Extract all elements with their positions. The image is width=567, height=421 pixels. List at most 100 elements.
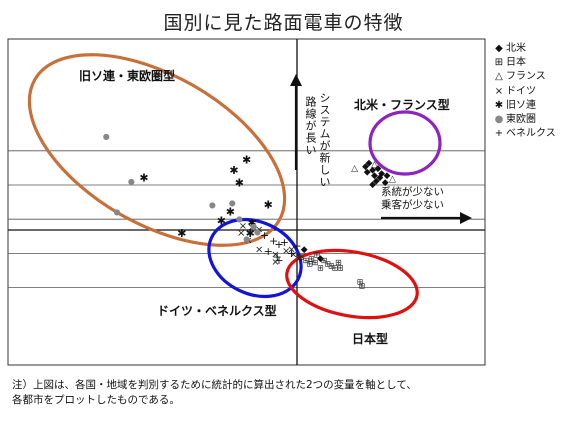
point-旧ソ連-0: ✱ xyxy=(139,171,148,184)
point-日本-0: ⊞ xyxy=(297,253,304,262)
point-旧ソ連-7: ✱ xyxy=(177,227,186,240)
point-東欧圏-7: ● xyxy=(254,227,261,236)
point-日本-12: ⊞ xyxy=(306,260,313,269)
point-北米-0: ◆ xyxy=(362,162,369,172)
ellipse-de-bn xyxy=(207,217,303,299)
point-日本-6: ⊞ xyxy=(324,260,331,269)
vertical-arrow-label-2: システムが新しい xyxy=(318,92,331,188)
point-旧ソ連-2: ✱ xyxy=(229,164,238,177)
ellipse-na-fr xyxy=(368,110,442,176)
point-北米-6: ◆ xyxy=(376,173,383,183)
point-東欧圏-4: ● xyxy=(209,200,216,209)
ellipse-soviet xyxy=(27,53,287,247)
legend-item-fr: △ フランス xyxy=(492,70,556,84)
point-北米-12: ◆ xyxy=(301,245,308,255)
legend-label-fr: フランス xyxy=(506,71,546,83)
direction-arrows xyxy=(290,74,472,224)
point-ドイツ-6: × xyxy=(271,250,279,261)
legend-marker-ee: ● xyxy=(494,113,504,125)
point-北米-5: ◆ xyxy=(375,164,382,174)
group-label-soviet: 旧ソ連・東欧圏型 xyxy=(79,69,176,83)
point-北米-4: ◆ xyxy=(371,171,378,181)
horizontal-arrow-label-2: 乗客が少ない xyxy=(381,199,444,211)
point-ベネルクス-3: + xyxy=(280,236,289,249)
legend-label-de: ドイツ xyxy=(506,85,536,97)
point-旧ソ連-6: ✱ xyxy=(217,215,226,228)
legend-item-bn: + ベネルクス xyxy=(492,127,556,141)
point-ベネルクス-5: + xyxy=(292,240,301,253)
vertical-arrow-label-1: 路線が長い xyxy=(304,96,317,156)
point-旧ソ連-8: ✱ xyxy=(246,227,255,240)
point-ドイツ-4: × xyxy=(244,235,252,246)
point-東欧圏-2: ● xyxy=(114,208,121,217)
point-北米-2: ◆ xyxy=(366,158,373,168)
vertical-arrow-head xyxy=(290,74,302,86)
legend-item-su: ✱ 旧ソ連 xyxy=(492,99,556,113)
legend-label-ee: 東欧圏 xyxy=(506,113,536,125)
point-日本-4: ⊞ xyxy=(317,263,324,272)
point-旧ソ連-3: ✱ xyxy=(235,177,244,190)
horizontal-arrow-label-1: 系統が少ない xyxy=(381,186,444,198)
legend-marker-bn: + xyxy=(494,128,504,140)
point-ドイツ-1: × xyxy=(237,228,245,239)
data-points: ◆◆◆◆◆◆◆◆◆◆◆◆◆◆⊞⊞⊞⊞⊞⊞⊞⊞⊞⊞⊞⊞⊞⊞⊞△ △△×× ×××× ××… xyxy=(103,132,396,290)
legend-label-su: 旧ソ連 xyxy=(506,99,536,111)
point-北米-11: ◆ xyxy=(369,180,376,190)
point-ドイツ-2: × xyxy=(248,223,256,234)
point-東欧圏-3: ● xyxy=(229,199,236,208)
footnote-line-1: 注）上図は、各国・地域を判別するために統計的に算出された2つの変量を軸として、 xyxy=(12,379,417,391)
point-ベネルクス-6: + xyxy=(264,245,273,258)
point-ベネルクス-7: + xyxy=(273,251,282,264)
point-北米-1: ◆ xyxy=(364,167,371,177)
point-東欧圏-1: ● xyxy=(128,177,135,186)
footnote: 注）上図は、各国・地域を判別するために統計的に算出された2つの変量を軸として、 … xyxy=(12,378,417,408)
point-北米-13: ◆ xyxy=(317,254,324,264)
point-ベネルクス-2: + xyxy=(274,238,283,251)
point-旧ソ連-1: ✱ xyxy=(242,153,251,166)
point-日本-3: ⊞ xyxy=(312,258,319,267)
legend-label-jp: 日本 xyxy=(506,57,526,69)
group-label-na-fr: 北米・フランス型 xyxy=(354,98,450,112)
point-北米-9: ◆ xyxy=(382,178,389,188)
point-東欧圏-5: ● xyxy=(236,215,243,224)
point-フランス-2: △ xyxy=(389,175,396,185)
page-title: 国別に見た路面電車の特徴 xyxy=(163,12,404,34)
point-日本-14: ⊞ xyxy=(358,281,365,290)
point-ドイツ-9: × xyxy=(289,250,297,261)
legend-marker-su: ✱ xyxy=(494,99,504,111)
plot-border xyxy=(7,38,486,366)
point-日本-10: ⊞ xyxy=(337,263,344,272)
legend-label-na: 北米 xyxy=(506,43,526,54)
point-日本-1: ⊞ xyxy=(303,256,310,265)
point-日本-2: ⊞ xyxy=(308,254,315,263)
group-ellipses xyxy=(27,53,442,320)
point-ドイツ-11: × xyxy=(282,246,290,257)
point-北米-3: ◆ xyxy=(369,166,376,176)
legend-marker-fr: △ xyxy=(495,71,503,83)
point-日本-5: ⊞ xyxy=(321,256,328,265)
point-ドイツ-10: × xyxy=(295,253,303,264)
point-フランス-1: △ xyxy=(371,160,378,170)
horizontal-arrow-head xyxy=(460,212,472,224)
point-ドイツ-3: × xyxy=(255,225,263,236)
point-東欧圏-0: ● xyxy=(103,132,110,141)
legend-item-jp: ⊞ 日本 xyxy=(492,56,556,70)
legend-item-na: ◆ 北米 xyxy=(492,42,556,56)
legend-marker-na: ◆ xyxy=(495,43,503,54)
point-日本-13: ⊞ xyxy=(357,278,364,287)
point-日本-11: ⊞ xyxy=(313,251,320,260)
point-旧ソ連-5: ✱ xyxy=(226,206,235,219)
group-label-jp: 日本型 xyxy=(352,332,389,346)
legend-item-de: × ドイツ xyxy=(492,85,556,99)
legend-marker-de: × xyxy=(494,85,504,97)
point-旧ソ連-9: ✱ xyxy=(247,216,256,229)
point-ドイツ-8: × xyxy=(287,244,295,255)
point-旧ソ連-4: ✱ xyxy=(264,198,273,211)
group-label-de-bn: ドイツ・ベネルクス型 xyxy=(157,304,277,318)
point-東欧圏-8: ● xyxy=(243,235,250,244)
point-ドイツ-7: × xyxy=(271,257,279,268)
point-日本-9: ⊞ xyxy=(335,258,342,267)
point-ベネルクス-4: + xyxy=(287,247,296,260)
legend-item-ee: ● 東欧圏 xyxy=(492,113,556,127)
